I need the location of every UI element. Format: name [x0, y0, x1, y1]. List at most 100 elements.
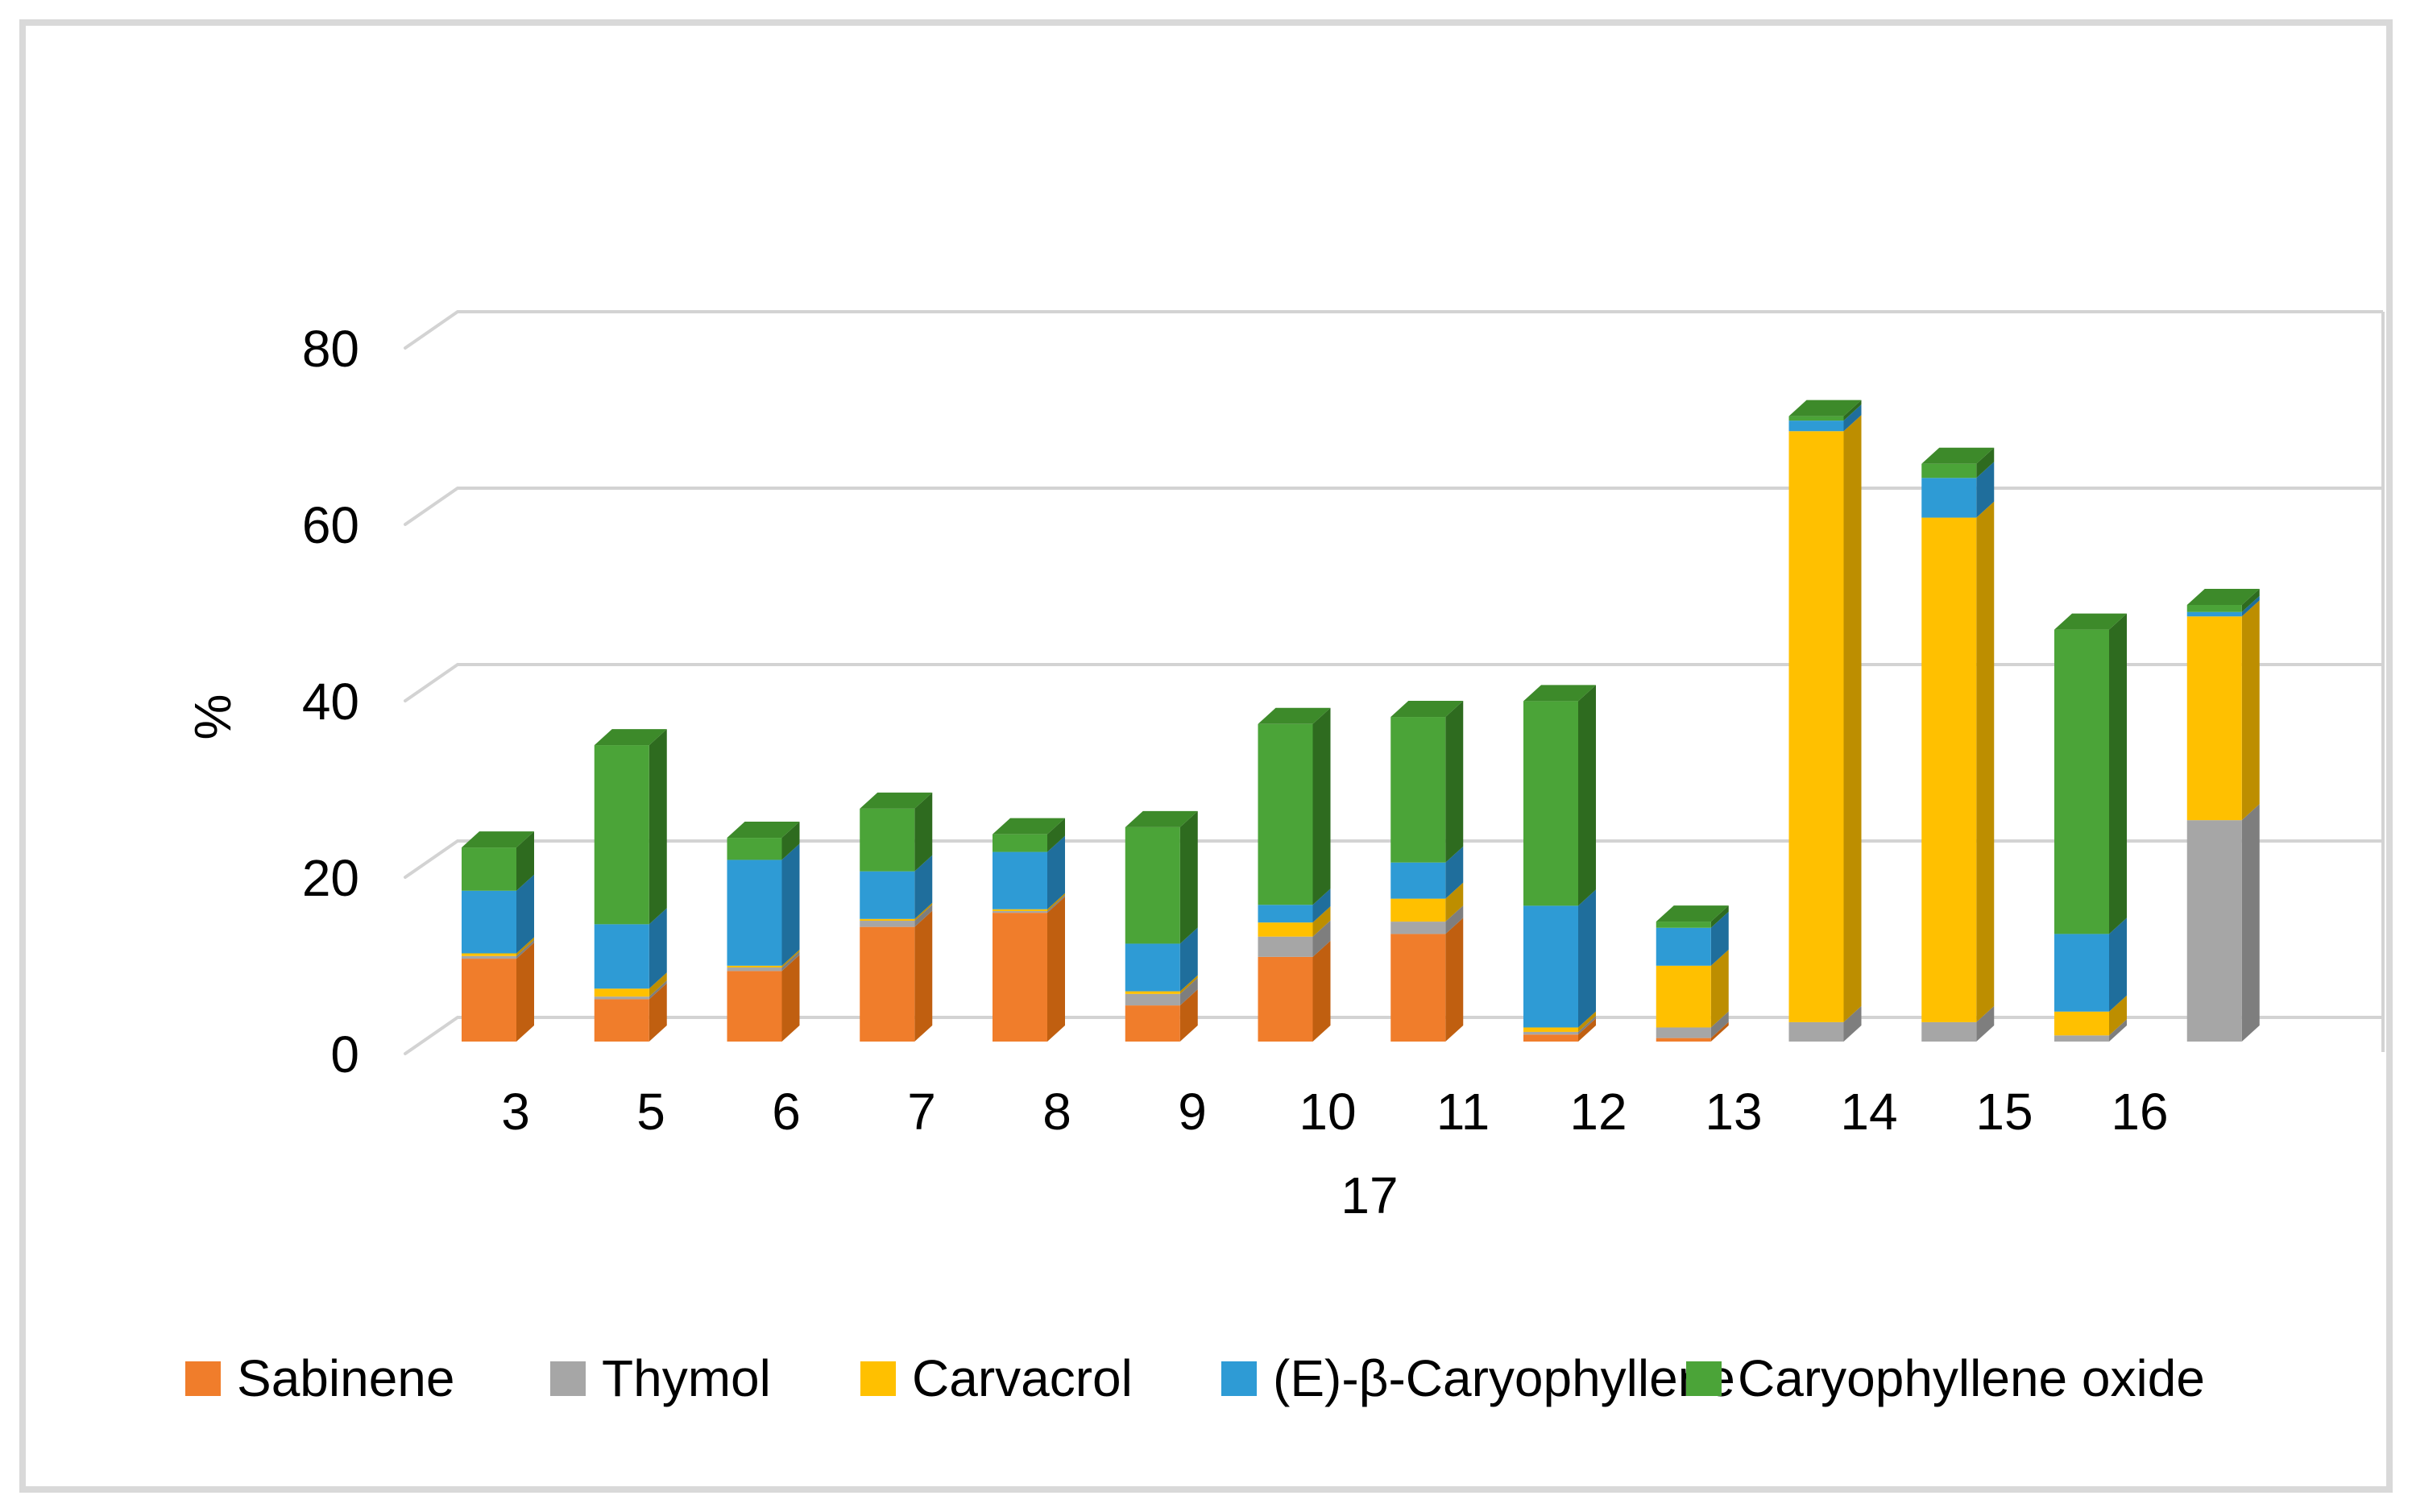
bar-segment-Carvacrol [1258, 922, 1313, 937]
legend-swatch-icon [860, 1361, 896, 1396]
bar-segment-side [1710, 905, 1729, 928]
bar-segment-Caryophyllene oxide [1258, 723, 1313, 905]
bar-segment-side [516, 937, 534, 956]
bar-segment-side [1179, 977, 1198, 1006]
bar-segment-Thymol [2186, 820, 2242, 1042]
bar-segment-side [649, 980, 667, 1000]
bar-segment-Carvacrol [1523, 1027, 1578, 1032]
bar-top-face [1788, 400, 1862, 416]
x-axis-tick-label: 5 [636, 1083, 665, 1141]
bar-segment-side [2109, 918, 2127, 1012]
bar-13 [1656, 905, 1729, 1042]
bar-segment-(E)-β-Caryophyllene [1523, 905, 1578, 1028]
bar-segment-side [1047, 894, 1065, 913]
x-axis-tick-label: 10 [1299, 1083, 1356, 1141]
bar-segment-(E)-β-Caryophyllene [462, 890, 516, 954]
bar-segment-Sabinene [993, 913, 1047, 1042]
y-axis-tick-label: 80 [302, 320, 359, 378]
bar-segment-Sabinene [462, 959, 516, 1042]
bar-segment-side [1312, 920, 1331, 957]
bar-segment-side [1047, 835, 1065, 909]
bar-segment-Carvacrol [727, 965, 782, 968]
bar-segment-side [1047, 818, 1065, 852]
bar-segment-side [1843, 1005, 1862, 1042]
bar-17 [2186, 588, 2260, 1042]
bar-segment-side [914, 855, 933, 919]
bar-segment-Sabinene [1125, 1005, 1180, 1042]
bar-segment-side [649, 729, 667, 925]
bar-segment-side [649, 972, 667, 997]
bar-segment-side [2241, 804, 2260, 1042]
y-axis-title: % [184, 694, 242, 740]
bar-segment-side [1179, 810, 1198, 944]
bar-segment-Thymol [1258, 936, 1313, 957]
bar-segment-Sabinene [860, 926, 915, 1042]
bar-segment-side [1047, 897, 1065, 1042]
bar-segment-(E)-β-Caryophyllene [1656, 927, 1711, 966]
bar-segment-Carvacrol [2186, 616, 2242, 821]
bar-segment-Thymol [1921, 1021, 1977, 1042]
bar-5 [594, 729, 667, 1042]
x-axis-tick-label: 3 [501, 1083, 530, 1141]
bar-segment-Caryophyllene oxide [1656, 922, 1711, 928]
bar-segment-side [1445, 846, 1464, 899]
bar-segment-(E)-β-Caryophyllene [1125, 943, 1180, 992]
bar-segment-side [781, 843, 800, 966]
bar-segment-(E)-β-Caryophyllene [1390, 862, 1446, 899]
bar-segment-Carvacrol [594, 988, 649, 997]
bar-segment-side [1312, 906, 1331, 937]
y-axis-tick-label: 40 [302, 673, 359, 731]
bar-segment-side [1179, 975, 1198, 994]
bar-segment-side [1578, 889, 1596, 1028]
bar-segment-side [1445, 905, 1464, 934]
bar-segment-side [1710, 1011, 1729, 1038]
x-axis-tick-label: 15 [1975, 1083, 2033, 1141]
bar-segment-(E)-β-Caryophyllene [1921, 478, 1977, 518]
legend-item: Carvacrol [860, 1342, 1133, 1415]
bar-segment-side [2241, 600, 2260, 821]
legend-item: Thymol [550, 1342, 771, 1415]
bar-segment-side [649, 983, 667, 1042]
bar-segment-Caryophyllene oxide [1523, 701, 1578, 906]
bar-segment-side [2241, 595, 2260, 617]
bar-segment-side [781, 955, 800, 1042]
legend-label: Carvacrol [912, 1349, 1133, 1407]
x-axis-tick-label: 7 [907, 1083, 936, 1141]
legend-swatch-icon [185, 1361, 221, 1396]
bar-segment-Carvacrol [1125, 991, 1180, 994]
bar-3 [462, 831, 534, 1042]
bar-segment-Carvacrol [1921, 517, 1977, 1022]
gridline-jog [404, 663, 459, 702]
bar-segment-side [516, 831, 534, 891]
bar-segment-Sabinene [1523, 1034, 1578, 1042]
bar-top-face [1258, 707, 1331, 724]
bar-segment-Thymol [1523, 1031, 1578, 1035]
bar-segment-(E)-β-Caryophyllene [2186, 611, 2242, 617]
bar-segment-side [516, 874, 534, 954]
bar-segment-Caryophyllene oxide [462, 847, 516, 891]
y-axis-tick-label: 60 [302, 496, 359, 554]
bar-segment-side [1312, 707, 1331, 905]
bar-segment-side [1976, 447, 1995, 478]
bar-segment-(E)-β-Caryophyllene [993, 851, 1047, 909]
bar-segment-side [914, 910, 933, 1042]
bar-15 [1921, 447, 1995, 1042]
bar-segment-Thymol [2054, 1035, 2109, 1042]
bar-segment-Carvacrol [2054, 1011, 2109, 1036]
bar-segment-side [1578, 1011, 1596, 1032]
bar-segment-Thymol [462, 955, 516, 959]
bar-segment-(E)-β-Caryophyllene [1788, 420, 1844, 432]
bar-top-face [860, 792, 933, 809]
x-axis-tick-label-wrapped: 17 [1341, 1166, 1398, 1224]
legend-label: Thymol [602, 1349, 771, 1407]
bar-segment-side [1312, 940, 1331, 1042]
gridline-jog [404, 1016, 459, 1055]
bar-12 [1523, 685, 1596, 1042]
bar-segment-(E)-β-Caryophyllene [727, 860, 782, 966]
bar-segment-side [914, 902, 933, 921]
legend-swatch-icon [1221, 1361, 1257, 1396]
x-axis-tick-label: 13 [1705, 1083, 1762, 1141]
bar-segment-side [1312, 889, 1331, 923]
bar-6 [727, 822, 800, 1042]
